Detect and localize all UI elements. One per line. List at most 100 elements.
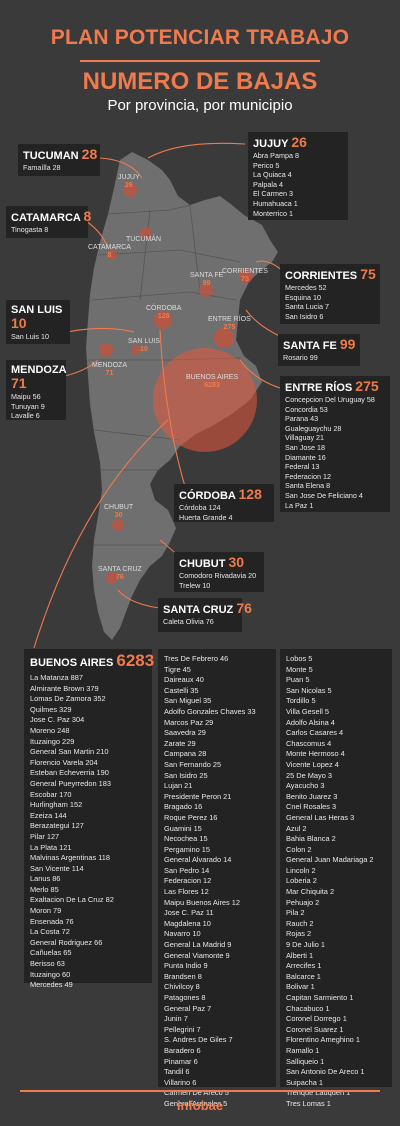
- province-border: [107, 204, 191, 215]
- municipality-item: Campana 28: [164, 749, 207, 759]
- municipality-item: Perico 5: [253, 160, 280, 170]
- municipality-item: Chivilcoy 8: [164, 982, 200, 992]
- municipality-item: Pinamar 6: [164, 1056, 198, 1066]
- municipality-item: Navarro 10: [164, 929, 201, 939]
- municipality-item: Villa Gesell 5: [286, 706, 329, 716]
- box-chubut: CHUBUT 30 Comodoro Rivadavia 20 Trelew 10: [174, 552, 264, 592]
- map-label-sanluis: SAN LUIS 10: [128, 338, 160, 353]
- municipality-item: Coronel Dorrego 1: [286, 1014, 347, 1024]
- municipality-item: Comodoro Rivadavia 20: [179, 571, 257, 580]
- municipality-item: General Las Heras 3: [286, 812, 355, 822]
- municipality-item: Necochea 15: [164, 834, 208, 844]
- map-label-corrientes: CORRIENTES 75: [222, 268, 268, 283]
- municipality-item: Palpala 4: [253, 179, 283, 189]
- map-label-jujuy: JUJUY 26: [118, 174, 140, 189]
- municipality-item: Loberia 2: [286, 876, 317, 886]
- municipality-item: Villaguay 21: [285, 433, 325, 443]
- municipality-item: General Viamonte 9: [164, 950, 230, 960]
- brand-logo: infobae: [176, 1098, 224, 1113]
- municipality-item: Diamante 16: [285, 452, 326, 462]
- municipality-item: 25 De Mayo 3: [286, 770, 333, 780]
- municipality-item: Concordia 53: [285, 404, 328, 414]
- municipality-item: Monte 5: [286, 664, 313, 674]
- municipality-item: Ituzaingo 60: [30, 969, 71, 979]
- municipality-item: Tunuyan 9: [11, 401, 45, 411]
- municipality-item: Hurlingham 152: [30, 800, 83, 810]
- municipality-item: Ensenada 76: [30, 916, 74, 926]
- municipality-item: Lanus 86: [30, 874, 61, 884]
- municipality-item: General Juan Madariaga 2: [286, 855, 374, 865]
- map-label-tucuman: TUCUMÁN: [126, 236, 161, 243]
- municipality-item: Magdalena 10: [164, 918, 211, 928]
- municipality-item: Trelew 10: [179, 580, 211, 590]
- municipality-item: Federacion 12: [164, 876, 212, 886]
- municipality-item: Ituzaingo 229: [30, 736, 75, 746]
- box-santafe: SANTA FE 99 Rosario 99: [278, 334, 360, 366]
- municipality-item: Escobar 170: [30, 789, 72, 799]
- municipality-item: Exaltacion De La Cruz 82: [30, 895, 114, 905]
- municipality-item: San Pedro 14: [164, 865, 210, 875]
- box-catamarca: CATAMARCA 8 Tinogasta 8: [6, 206, 91, 238]
- municipality-item: General Pueyrredon 183: [30, 778, 111, 788]
- municipality-item: Monterrico 1: [253, 208, 293, 218]
- province-border: [189, 204, 201, 293]
- municipality-item: Suipacha 1: [286, 1077, 323, 1087]
- municipality-item: Zarate 29: [164, 738, 196, 748]
- province-border: [97, 249, 241, 263]
- municipality-item: Parana 43: [285, 414, 319, 424]
- box-tucuman: TUCUMAN 28 Famaílla 28: [18, 144, 100, 176]
- marker-corrientes: [239, 269, 253, 283]
- box-sanluis: SAN LUIS 10 San Luis 10: [6, 300, 70, 344]
- municipality-item: Berisso 63: [30, 959, 65, 969]
- municipality-item: Lobos 5: [286, 654, 313, 663]
- municipality-item: Cnel Rosales 3: [286, 802, 337, 812]
- buenosaires-column-2: Tres De Febrero 46 Tigre 45 Daireaux 40 Cas…: [158, 649, 276, 1108]
- marker-chubut: [112, 519, 124, 531]
- page-caption: Por provincia, por municipio: [107, 97, 293, 114]
- municipality-item: Rojas 2: [286, 929, 312, 939]
- municipality-item: Tandil 6: [164, 1067, 190, 1077]
- municipality-item: General Alvarado 14: [164, 855, 232, 865]
- municipality-item: Balcarce 1: [286, 971, 321, 981]
- municipality-item: Mar Chiquita 2: [286, 887, 335, 897]
- municipality-item: Florencio Varela 204: [30, 757, 98, 767]
- municipality-item: Coronel Suarez 1: [286, 1024, 344, 1034]
- municipality-item: Santa Lucia 7: [285, 302, 329, 312]
- municipality-item: Puan 5: [286, 675, 310, 685]
- marker-santacruz: [106, 572, 118, 584]
- municipality-item: Rosario 99: [283, 353, 318, 362]
- municipality-item: Chascomus 4: [286, 738, 332, 748]
- province-border: [139, 209, 151, 301]
- page-subtitle: NUMERO DE BAJAS: [82, 68, 318, 95]
- municipality-item: Pellegrini 7: [164, 1024, 201, 1034]
- municipality-item: Esteban Echeverria 190: [30, 768, 109, 778]
- municipality-item: Salliqueio 1: [286, 1056, 325, 1066]
- page-title: PLAN POTENCIAR TRABAJO: [50, 26, 350, 49]
- municipality-item: Tigre 45: [164, 664, 191, 674]
- municipality-item: Benito Juarez 3: [286, 791, 338, 801]
- municipality-item: Humahuaca 1: [253, 198, 298, 208]
- map-label-santafe: SANTA FE 99: [190, 272, 224, 287]
- municipality-item: Caleta Olivia 76: [163, 617, 214, 626]
- marker-entrerios: [214, 328, 234, 348]
- box-jujuy: JUJUY 26 Abra Pampa 8 Perico 5 La Quiaca 4…: [248, 132, 348, 220]
- province-border: [91, 291, 237, 301]
- municipality-item: Quilmes 329: [30, 704, 72, 714]
- municipality-item: San Antonio De Areco 1: [286, 1067, 365, 1077]
- municipality-item: Huerta Grande 4: [179, 512, 233, 522]
- box-buenosaires: BUENOS AIRES 6283 La Matanza 887 Almirant…: [24, 649, 154, 989]
- municipality-item: Brandsen 8: [164, 971, 202, 981]
- municipality-item: Adolfo Gonzales Chaves 33: [164, 706, 256, 716]
- buenosaires-column-3: Lobos 5 Monte 5 Puan 5 San Nicolas 5 Tordill…: [280, 649, 392, 1108]
- municipality-item: Mercedes 52: [285, 283, 327, 292]
- municipality-item: Arrecifes 1: [286, 961, 322, 971]
- connector-mendoza: [63, 359, 99, 377]
- municipality-item: Gualeguaychu 28: [285, 423, 342, 433]
- municipality-item: San Isidro 25: [164, 770, 208, 780]
- connector-jujuy: [147, 142, 246, 159]
- connector-santacruz: [117, 589, 161, 609]
- municipality-item: Vicente Lopez 4: [286, 759, 339, 769]
- municipality-item: Pilar 127: [30, 831, 60, 841]
- municipality-item: Santa Elena 8: [285, 481, 331, 491]
- municipality-item: Patagones 8: [164, 993, 206, 1002]
